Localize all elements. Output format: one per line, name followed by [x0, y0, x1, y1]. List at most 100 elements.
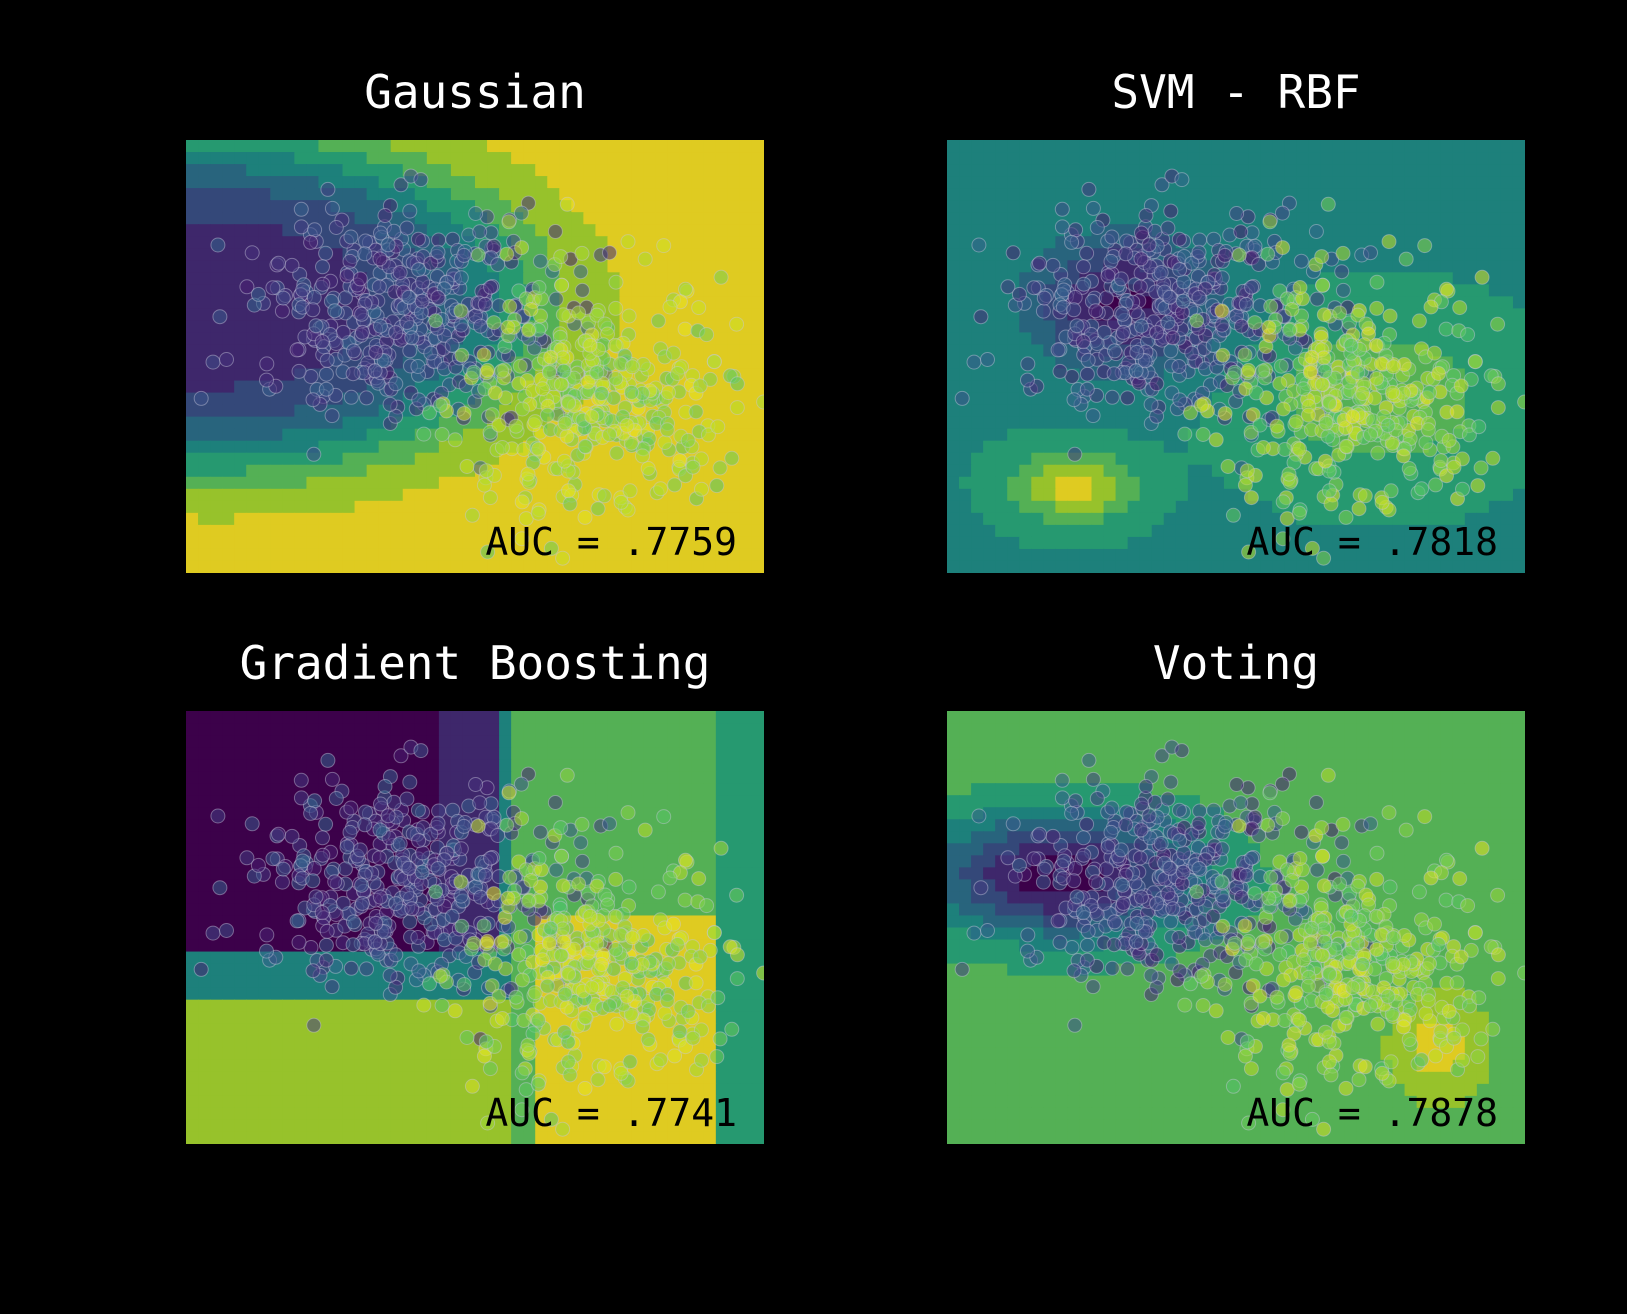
- contour-cell: [450, 548, 464, 562]
- contour-cell: [1163, 428, 1177, 442]
- contour-cell: [1284, 272, 1297, 285]
- contour-cell: [1488, 464, 1502, 478]
- contour-cell: [210, 464, 223, 478]
- scatter-point: [411, 262, 427, 278]
- contour-cell: [342, 164, 356, 177]
- scatter-point: [1262, 214, 1278, 230]
- contour-cell: [246, 188, 259, 201]
- scatter-point: [650, 313, 666, 329]
- contour-cell: [342, 428, 356, 442]
- scatter-point: [1449, 404, 1465, 420]
- contour-cell: [947, 524, 960, 538]
- scatter-point: [1133, 318, 1149, 334]
- scatter-point: [239, 279, 255, 295]
- contour-cell: [1043, 236, 1056, 249]
- contour-cell: [1007, 212, 1020, 225]
- contour-cell: [1199, 224, 1213, 237]
- contour-cell: [1476, 188, 1490, 201]
- scatter-point: [1485, 450, 1501, 466]
- contour-cell: [354, 560, 368, 573]
- contour-cell: [511, 140, 524, 153]
- contour-cell: [330, 548, 344, 562]
- contour-cell: [1476, 332, 1490, 346]
- contour-cell: [1356, 272, 1370, 285]
- contour-cell: [715, 512, 729, 526]
- contour-cell: [1392, 560, 1406, 573]
- contour-cell: [947, 452, 960, 466]
- contour-cell: [1236, 164, 1249, 177]
- contour-cell: [487, 512, 500, 526]
- contour-cell: [234, 248, 247, 261]
- scatter-point: [1277, 442, 1293, 457]
- contour-cell: [1296, 548, 1309, 562]
- contour-cell: [1019, 224, 1032, 237]
- contour-cell: [1464, 296, 1478, 309]
- contour-cell: [751, 224, 764, 237]
- contour-cell: [1199, 560, 1213, 573]
- contour-cell: [1091, 512, 1105, 526]
- contour-cell: [571, 152, 584, 165]
- contour-cell: [1019, 536, 1032, 550]
- contour-cell: [438, 152, 452, 165]
- contour-cell: [1019, 452, 1032, 466]
- contour-cell: [1079, 452, 1093, 466]
- contour-cell: [1344, 164, 1358, 177]
- contour-cell: [234, 488, 247, 502]
- contour-cell: [1392, 272, 1406, 285]
- contour-cell: [1488, 536, 1502, 550]
- contour-cell: [1500, 488, 1514, 502]
- contour-cell: [198, 284, 211, 297]
- scatter-point: [1314, 249, 1330, 265]
- contour-cell: [1452, 140, 1466, 153]
- contour-cell: [1031, 428, 1044, 442]
- contour-cell: [1284, 152, 1297, 165]
- scatter-point: [1054, 219, 1070, 235]
- contour-cell: [1103, 560, 1117, 573]
- contour-cell: [1043, 548, 1056, 562]
- contour-cell: [547, 188, 560, 201]
- contour-cell: [691, 236, 705, 249]
- contour-cell: [1067, 488, 1081, 502]
- contour-cell: [715, 524, 729, 538]
- contour-cell: [619, 188, 633, 201]
- contour-cell: [739, 356, 753, 370]
- contour-cell: [1356, 212, 1370, 225]
- contour-cell: [1055, 404, 1069, 418]
- scatter-point: [1438, 321, 1454, 337]
- contour-cell: [282, 248, 295, 261]
- contour-cell: [1115, 260, 1129, 273]
- contour-cell: [1476, 560, 1490, 573]
- contour-cell: [487, 164, 500, 177]
- contour-cell: [354, 260, 368, 273]
- contour-cell: [354, 200, 368, 213]
- scatter-point: [402, 343, 418, 359]
- contour-cell: [1139, 548, 1153, 562]
- scatter-point: [971, 237, 987, 253]
- contour-cell: [234, 224, 247, 237]
- contour-cell: [1187, 452, 1201, 466]
- contour-cell: [378, 536, 392, 550]
- contour-cell: [354, 548, 368, 562]
- contour-cell: [1151, 452, 1165, 466]
- scatter-point: [1431, 366, 1446, 381]
- contour-cell: [210, 560, 223, 573]
- contour-cell: [1199, 548, 1213, 562]
- contour-cell: [739, 488, 753, 502]
- contour-cell: [438, 476, 452, 490]
- contour-cell: [198, 308, 211, 322]
- contour-cell: [1416, 560, 1430, 573]
- contour-cell: [1187, 488, 1201, 502]
- contour-cell: [1452, 236, 1466, 249]
- contour-cell: [959, 224, 972, 237]
- contour-cell: [995, 236, 1008, 249]
- contour-cell: [1043, 440, 1056, 454]
- contour-cell: [1356, 452, 1370, 466]
- scatter-point: [1104, 229, 1120, 245]
- contour-cell: [1175, 464, 1189, 478]
- contour-cell: [402, 188, 416, 201]
- contour-cell: [1440, 560, 1454, 573]
- contour-cell: [258, 428, 271, 442]
- contour-cell: [258, 236, 271, 249]
- contour-cell: [995, 428, 1008, 442]
- contour-cell: [751, 428, 764, 442]
